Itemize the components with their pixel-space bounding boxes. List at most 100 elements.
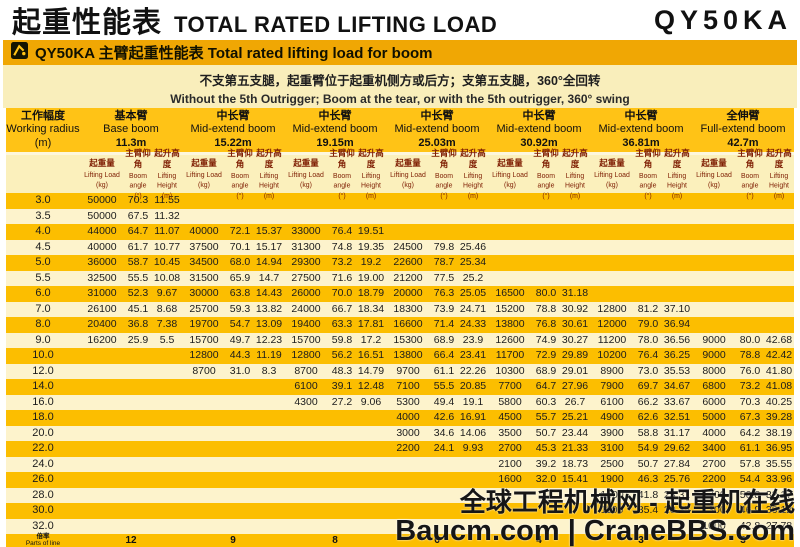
height-cell: [560, 255, 590, 271]
load-cell: [692, 286, 736, 302]
subcol-header-unit: (m): [569, 190, 581, 200]
table-body: 3.0 50000 70.3 11.55 3.5 50000 67.5 11.32 4.0 440…: [6, 193, 794, 534]
load-cell: 44000: [87, 225, 117, 237]
height-cell: 31.17: [663, 426, 691, 439]
load-cell: 2700: [498, 442, 522, 454]
boom-header-len: 36.81m: [622, 136, 660, 149]
subcol-header-cn: 主臂仰角: [329, 147, 355, 170]
height-cell: 27.78: [765, 519, 793, 532]
radius-cell: 28.0: [32, 488, 54, 501]
height-cell: 17.2: [360, 333, 382, 346]
height-cell: [152, 441, 182, 457]
radius-cell: 8.0: [35, 318, 51, 330]
load-cell: 31000: [87, 287, 117, 299]
table-row: 10.0 12800 44.3 11.19 12800 56.2 16.51 13800 66.…: [6, 348, 794, 364]
angle-cell: 68.0: [229, 256, 251, 268]
subcol-header-cn: 起升高度: [766, 147, 792, 170]
load-cell: [182, 457, 226, 473]
boom-header-len: 42.7m: [727, 136, 759, 149]
height-cell: [662, 209, 692, 225]
angle-cell: [328, 503, 356, 519]
load-cell: [80, 379, 124, 395]
radius-cell: 14.0: [32, 380, 54, 392]
subcol-header: 主臂仰角 Boom angle (°): [226, 148, 254, 200]
height-cell: 8.3: [261, 364, 277, 377]
load-cell: 16600: [393, 318, 423, 330]
height-cell: 41.08: [765, 380, 793, 392]
angle-cell: 60.3: [535, 395, 557, 408]
load-cell: 20000: [393, 287, 423, 299]
load-cell: [80, 457, 124, 473]
load-cell: [692, 302, 736, 318]
angle-cell: 44.3: [229, 349, 251, 361]
angle-cell: [328, 410, 356, 426]
height-cell: 26.7: [564, 395, 586, 408]
load-cell: [284, 472, 328, 488]
angle-cell: 70.1: [229, 240, 251, 253]
angle-cell: [736, 302, 764, 318]
load-cell: [80, 348, 124, 364]
height-cell: [764, 271, 794, 287]
height-cell: 36.25: [663, 349, 691, 361]
lifting-load-table: 工作幅度 Working radius (m) 基本臂 Base boom 11.3m 中长…: [6, 108, 794, 547]
subcol-header-en: Boom angle: [128, 171, 148, 189]
load-cell: 15200: [495, 302, 525, 315]
subcol-header: 起升高度 Lifting Height (m): [458, 148, 488, 200]
angle-cell: 46.3: [637, 473, 659, 485]
height-cell: 17.81: [357, 318, 385, 330]
angle-cell: [532, 209, 560, 225]
load-cell: 21200: [393, 271, 423, 284]
load-cell: 7900: [600, 380, 624, 392]
load-cell: 9000: [702, 333, 726, 346]
height-cell: 41.80: [765, 364, 793, 377]
load-cell: [692, 209, 736, 225]
watermark-line2: Baucm.com | CraneBBS.com: [395, 515, 795, 547]
load-cell: [386, 224, 430, 240]
angle-cell: 52.3: [127, 287, 149, 299]
radius-cell: 32.0: [32, 519, 54, 532]
load-cell: 11200: [597, 333, 627, 346]
boom-header-cn: 中长臂: [420, 109, 454, 122]
watermark-line1: 全球工程机械网 - 起重机在线: [459, 487, 795, 517]
angle-cell: [124, 426, 152, 442]
note-line-en: Without the 5th Outrigger; Boom at the t…: [170, 92, 630, 106]
load-cell: 31300: [291, 240, 321, 253]
boom-header-cn: 全伸臂: [726, 109, 760, 122]
subcol-header-en: Lifting Height: [361, 171, 381, 189]
radius-cell: 6.0: [35, 287, 51, 299]
angle-cell: [328, 488, 356, 504]
angle-cell: [226, 472, 254, 488]
subcol-header: 起升高度 Lifting Height (m): [152, 148, 182, 200]
load-cell: 12800: [597, 302, 627, 315]
page-title-cn: 起重性能表: [12, 7, 163, 39]
angle-cell: [124, 348, 152, 364]
table-row: 3.0 50000 70.3 11.55: [6, 193, 794, 209]
angle-cell: [328, 209, 356, 225]
load-cell: 12800: [189, 349, 219, 361]
subcol-header-en: Boom angle: [230, 171, 250, 189]
load-cell: [386, 472, 430, 488]
subcol-header-en: Lifting Load: [390, 170, 426, 179]
angle-cell: 35.4: [637, 504, 659, 516]
subcol-header: 主臂仰角 Boom angle (°): [430, 148, 458, 200]
angle-cell: 79.8: [433, 240, 455, 253]
angle-cell: [736, 240, 764, 256]
load-cell: 19400: [291, 318, 321, 330]
subcol-header: 主臂仰角 Boom angle (°): [634, 148, 662, 200]
load-cell: 27500: [291, 271, 321, 284]
angle-cell: [124, 441, 152, 457]
height-cell: 14.94: [255, 256, 283, 268]
angle-cell: 78.7: [433, 256, 455, 268]
angle-cell: 78.0: [637, 333, 659, 346]
subcol-header-en: Boom angle: [740, 171, 760, 189]
angle-cell: [634, 209, 662, 225]
angle-cell: [226, 209, 254, 225]
load-cell: 5300: [396, 395, 420, 408]
angle-cell: [226, 519, 254, 535]
subcol-header: 起升高度 Lifting Height (m): [764, 148, 794, 200]
height-cell: 35.55: [765, 457, 793, 470]
load-cell: [488, 209, 532, 225]
load-cell: 26000: [291, 287, 321, 299]
angle-cell: 80.0: [535, 287, 557, 299]
height-cell: 19.00: [357, 271, 385, 284]
